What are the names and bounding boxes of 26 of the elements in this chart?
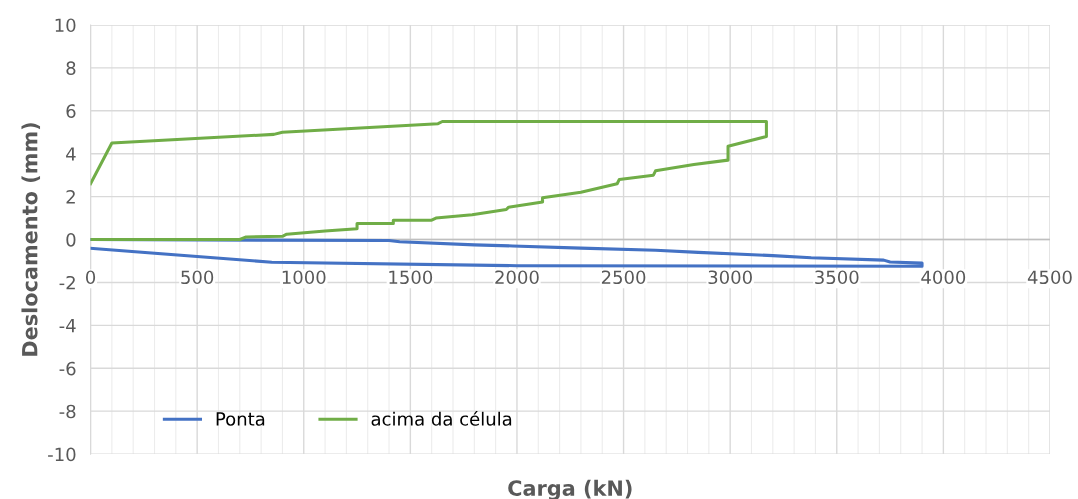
x-tick-label: 3000: [708, 270, 752, 285]
y-tick-label: 8: [66, 61, 76, 75]
y-tick-label: 6: [66, 104, 76, 118]
legend-label: Ponta: [216, 412, 265, 426]
y-tick-label: 10: [55, 18, 76, 33]
x-tick-label: 1500: [389, 270, 433, 285]
y-tick-label: -8: [59, 404, 76, 419]
x-tick-label: 4000: [921, 270, 966, 285]
x-tick-label: 2000: [495, 270, 539, 285]
x-tick-label: 500: [181, 270, 214, 285]
y-tick-label: 2: [66, 190, 75, 204]
legend-label: acima da célula: [371, 411, 512, 426]
line-series: [90, 237, 924, 268]
y-tick-label: -4: [59, 319, 76, 333]
y-tick-label: -10: [48, 447, 76, 462]
line-series: [90, 119, 768, 242]
x-tick-label: 3500: [815, 270, 859, 285]
y-tick-label: 0: [66, 232, 76, 247]
x-tick-label: 4500: [1027, 270, 1072, 285]
y-tick-label: -6: [59, 361, 76, 376]
x-tick-label: 2500: [601, 270, 646, 285]
y-tick-label: 4: [66, 147, 76, 161]
y-axis-title: Deslocamento (mm): [21, 123, 41, 356]
x-tick-label: 0: [86, 270, 96, 285]
y-tick-label: -2: [59, 275, 75, 290]
x-tick-label: 1000: [282, 270, 326, 285]
